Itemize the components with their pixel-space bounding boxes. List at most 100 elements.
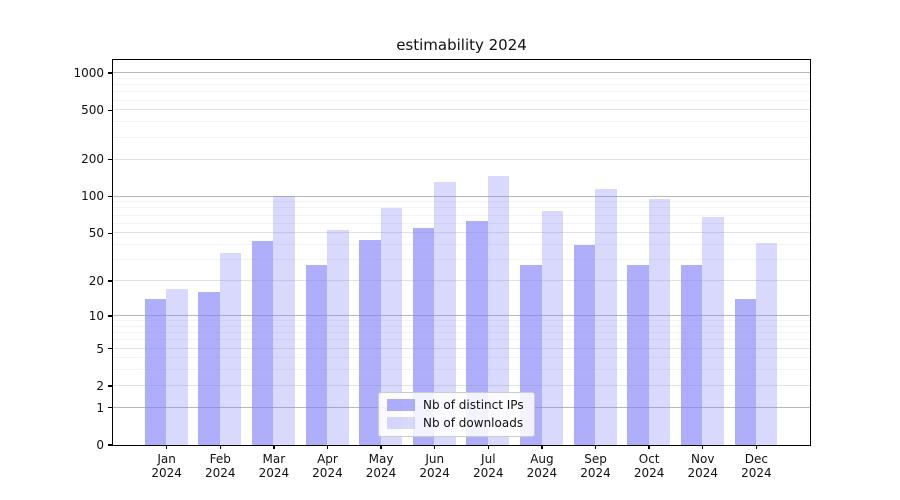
bar-mar-distinct-ips	[252, 240, 274, 445]
y-tick-mark	[108, 158, 113, 161]
y-tick-label: 1000	[73, 65, 104, 80]
bar-jul-downloads	[487, 176, 510, 445]
gridline	[112, 259, 810, 261]
legend-item-downloads: Nb of downloads	[387, 416, 524, 430]
bar-sep-downloads	[595, 188, 617, 445]
gridline	[112, 91, 810, 93]
gridline	[112, 84, 810, 86]
plot-area	[111, 58, 811, 446]
bar-may-distinct-ips	[359, 239, 381, 445]
x-tick-label: Jan 2024	[151, 452, 182, 480]
x-tick-label: Jul 2024	[473, 452, 504, 480]
x-tick-mark	[433, 445, 436, 449]
legend-label-downloads: Nb of downloads	[423, 416, 524, 430]
legend: Nb of distinct IPs Nb of downloads	[378, 392, 535, 437]
x-tick-mark	[702, 445, 704, 449]
gridline	[112, 339, 810, 341]
gridline	[112, 222, 810, 224]
bar-dec-distinct-ips	[734, 298, 756, 445]
gridline	[112, 109, 810, 111]
bar-mar-downloads	[273, 196, 295, 445]
chart-title: estimability 2024	[396, 36, 527, 54]
bar-sep-distinct-ips	[573, 244, 596, 445]
bar-nov-distinct-ips	[680, 265, 703, 445]
gridline	[112, 201, 810, 203]
bar-jun-distinct-ips	[412, 227, 435, 445]
x-tick-mark	[219, 445, 221, 449]
y-tick-mark	[108, 280, 113, 282]
legend-swatch-distinct-ips	[387, 399, 415, 411]
gridline	[112, 244, 810, 246]
gridline	[112, 357, 810, 359]
y-tick-mark	[108, 347, 113, 350]
x-tick-mark	[326, 445, 329, 449]
x-tick-mark	[165, 445, 168, 449]
bar-jul-distinct-ips	[466, 221, 488, 445]
bar-jan-downloads	[166, 288, 188, 445]
gridline	[112, 332, 810, 334]
gridline	[112, 99, 810, 101]
bar-feb-distinct-ips	[198, 292, 220, 445]
y-tick-mark	[108, 406, 113, 409]
y-tick-label: 2	[96, 378, 104, 393]
y-tick-mark	[108, 444, 113, 446]
gridline	[112, 207, 810, 209]
gridline	[112, 280, 810, 282]
x-tick-label: Sep 2024	[580, 452, 611, 480]
bar-jun-downloads	[434, 182, 456, 445]
gridline	[112, 72, 810, 74]
x-tick-label: Apr 2024	[312, 452, 343, 480]
x-tick-mark	[273, 445, 275, 449]
x-tick-mark	[487, 445, 489, 449]
gridline	[112, 195, 810, 197]
y-tick-label: 50	[88, 226, 104, 241]
bar-apr-distinct-ips	[305, 265, 328, 445]
y-tick-mark	[108, 232, 113, 234]
y-tick-label: 200	[81, 152, 104, 167]
legend-swatch-downloads	[387, 417, 415, 429]
x-tick-label: May 2024	[365, 452, 397, 480]
bar-dec-downloads	[755, 243, 778, 445]
y-tick-mark	[108, 72, 113, 74]
y-tick-label: 1	[96, 400, 104, 415]
y-tick-label: 5	[96, 341, 104, 356]
x-tick-mark	[648, 445, 650, 449]
bar-nov-downloads	[702, 216, 724, 445]
bar-oct-downloads	[648, 198, 671, 445]
bar-jan-distinct-ips	[144, 298, 167, 445]
gridline	[112, 158, 810, 160]
bar-may-downloads	[380, 207, 403, 445]
gridline	[112, 320, 810, 322]
y-tick-label: 10	[88, 308, 104, 323]
x-tick-mark	[594, 445, 597, 449]
bar-aug-downloads	[541, 211, 563, 445]
bar-feb-downloads	[219, 253, 242, 445]
gridline	[112, 325, 810, 327]
y-tick-label: 20	[88, 274, 104, 289]
x-tick-label: Aug 2024	[526, 452, 558, 480]
gridline	[112, 121, 810, 123]
y-tick-label: 0	[96, 438, 104, 452]
bar-oct-distinct-ips	[627, 265, 649, 445]
gridline	[112, 347, 810, 349]
gridline	[112, 214, 810, 216]
gridline	[112, 384, 810, 386]
bar-apr-downloads	[327, 229, 349, 445]
x-tick-mark	[755, 445, 758, 449]
legend-item-distinct-ips: Nb of distinct IPs	[387, 398, 524, 412]
x-tick-mark	[541, 445, 543, 449]
x-tick-label: Nov 2024	[687, 452, 719, 480]
y-tick-mark	[108, 109, 113, 111]
gridline	[112, 77, 810, 79]
x-tick-label: Oct 2024	[633, 452, 665, 480]
y-tick-mark	[108, 385, 113, 387]
gridline	[112, 136, 810, 138]
x-tick-label: Feb 2024	[204, 452, 236, 480]
x-tick-label: Dec 2024	[741, 452, 772, 480]
y-tick-mark	[108, 315, 113, 317]
y-tick-label: 100	[81, 189, 104, 204]
legend-label-distinct-ips: Nb of distinct IPs	[423, 398, 524, 412]
y-tick-label: 500	[81, 103, 104, 118]
y-tick-mark	[108, 195, 113, 198]
